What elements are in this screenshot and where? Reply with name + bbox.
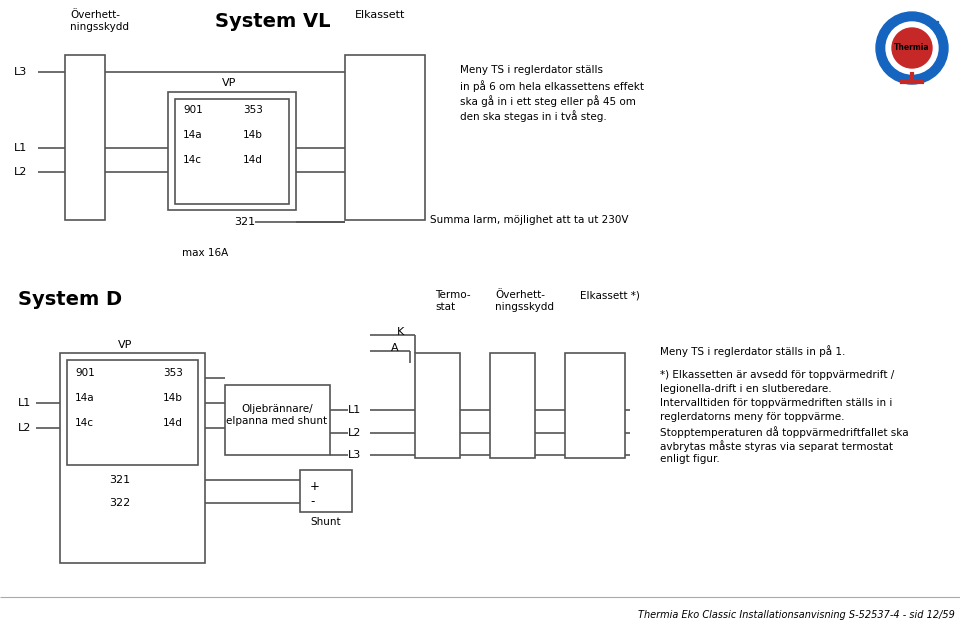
Bar	[415, 353, 460, 458]
Text: Termo-
stat: Termo- stat	[435, 290, 470, 312]
Text: 14a: 14a	[75, 393, 95, 403]
Bar	[65, 55, 105, 220]
Text: Thermia Eko Classic Installationsanvisning S-52537-4 - sid 12/59: Thermia Eko Classic Installationsanvisni…	[638, 610, 955, 620]
Text: reglerdatorns meny för toppvärme.: reglerdatorns meny för toppvärme.	[660, 412, 845, 422]
Text: 901: 901	[75, 368, 95, 378]
Text: 14b: 14b	[243, 130, 263, 140]
Text: Elkassett: Elkassett	[355, 10, 405, 20]
Text: L2: L2	[14, 167, 28, 177]
Text: 14c: 14c	[183, 155, 202, 165]
Text: ska gå in i ett steg eller på 45 om: ska gå in i ett steg eller på 45 om	[460, 95, 636, 107]
Text: 14d: 14d	[163, 418, 183, 428]
Text: Elkassett *): Elkassett *)	[580, 290, 640, 300]
Text: +: +	[310, 480, 320, 493]
Text: Shunt: Shunt	[311, 517, 342, 527]
Text: 321: 321	[234, 217, 255, 227]
Bar	[565, 353, 625, 458]
Text: Thermia: Thermia	[894, 44, 930, 53]
Bar	[168, 92, 296, 210]
Text: L1: L1	[18, 398, 32, 408]
Text: L3: L3	[348, 450, 361, 460]
Text: Stopptemperaturen då toppvärmedriftfallet ska: Stopptemperaturen då toppvärmedriftfalle…	[660, 426, 908, 438]
Text: Meny TS i reglerdator ställs: Meny TS i reglerdator ställs	[460, 65, 603, 75]
Text: Intervalltiden för toppvärmedriften ställs in i: Intervalltiden för toppvärmedriften stäl…	[660, 398, 893, 408]
Text: Överhett-
ningsskydd: Överhett- ningsskydd	[70, 10, 129, 32]
Bar	[345, 55, 425, 220]
Bar	[300, 470, 352, 512]
Text: -: -	[310, 495, 314, 508]
Text: K: K	[397, 327, 404, 337]
Text: Meny TS i reglerdator ställs in på 1.: Meny TS i reglerdator ställs in på 1.	[660, 345, 846, 357]
Bar	[67, 360, 198, 465]
Text: L3: L3	[14, 67, 27, 77]
Text: L1: L1	[348, 405, 361, 415]
Text: A: A	[391, 343, 398, 353]
Text: in på 6 om hela elkassettens effekt: in på 6 om hela elkassettens effekt	[460, 80, 644, 92]
Circle shape	[892, 28, 932, 68]
Text: legionella-drift i en slutberedare.: legionella-drift i en slutberedare.	[660, 384, 831, 394]
Circle shape	[876, 12, 948, 84]
Text: Överhett-
ningsskydd: Överhett- ningsskydd	[495, 290, 554, 312]
Bar	[490, 353, 535, 458]
Text: Oljebrännare/
elpanna med shunt: Oljebrännare/ elpanna med shunt	[227, 404, 327, 426]
Text: 353: 353	[243, 105, 263, 115]
Text: L1: L1	[14, 143, 27, 153]
Text: 14a: 14a	[183, 130, 203, 140]
Text: 322: 322	[108, 498, 130, 508]
Text: den ska stegas in i två steg.: den ska stegas in i två steg.	[460, 110, 607, 122]
Text: Summa larm, möjlighet att ta ut 230V: Summa larm, möjlighet att ta ut 230V	[430, 215, 629, 225]
Text: enligt figur.: enligt figur.	[660, 454, 720, 464]
Circle shape	[886, 22, 938, 74]
Text: L2: L2	[18, 423, 32, 433]
Text: 353: 353	[163, 368, 183, 378]
Text: 14d: 14d	[243, 155, 263, 165]
Text: *) Elkassetten är avsedd för toppvärmedrift /: *) Elkassetten är avsedd för toppvärmedr…	[660, 370, 895, 380]
Text: VP: VP	[118, 340, 132, 350]
Bar	[60, 353, 205, 563]
Text: 321: 321	[108, 475, 130, 485]
Text: System VL: System VL	[215, 12, 330, 31]
Bar	[225, 385, 330, 455]
Text: 14b: 14b	[163, 393, 183, 403]
Text: max 16A: max 16A	[181, 248, 228, 258]
Text: L2: L2	[348, 428, 361, 438]
Text: System D: System D	[18, 290, 122, 309]
Bar	[175, 99, 289, 204]
Text: VP: VP	[222, 78, 236, 88]
Text: avbrytas måste styras via separat termostat: avbrytas måste styras via separat termos…	[660, 440, 893, 452]
Text: 14c: 14c	[75, 418, 94, 428]
Text: 901: 901	[183, 105, 203, 115]
